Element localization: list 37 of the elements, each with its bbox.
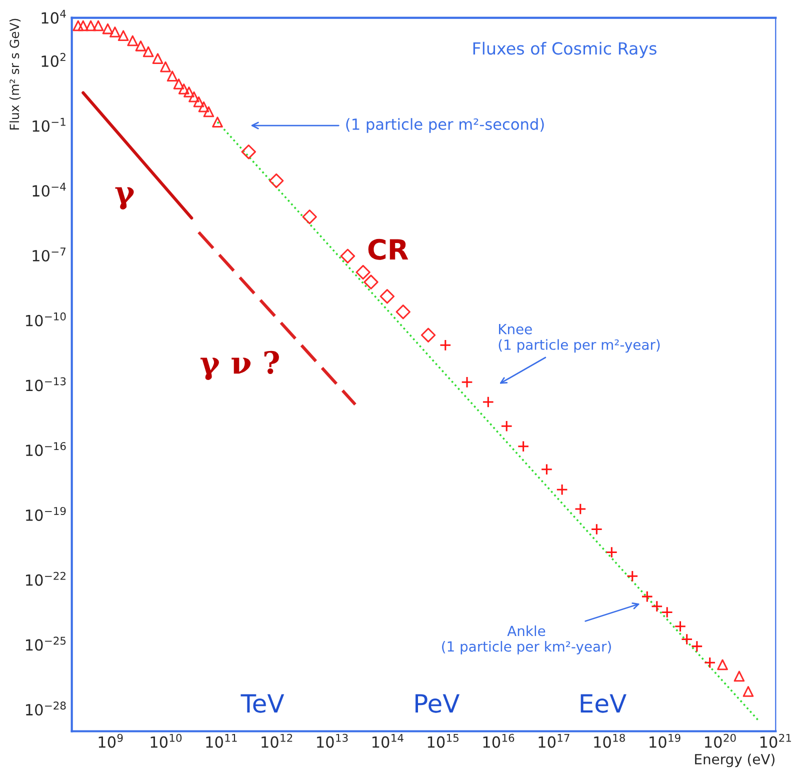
annotation: EeV: [580, 694, 626, 713]
annotation: (1 particle per m²-second): [346, 118, 544, 133]
y-tick-label: 10$^{2}$: [42, 52, 66, 67]
x-tick-label: 10$^{9}$: [98, 734, 123, 748]
y-axis-title: Flux (m² sr s GeV): [9, 18, 21, 130]
x-tick-label: 10$^{18}$: [594, 734, 625, 748]
annotation: γ: [115, 187, 134, 210]
text: Fluxes of Cosmic Rays: [473, 42, 656, 58]
x-tick-label: 10$^{17}$: [538, 734, 570, 748]
x-tick-label: 10$^{11}$: [206, 734, 237, 748]
y-tick-label: 10$^{−7}$: [32, 248, 66, 262]
y-tick-label: 10$^{−10}$: [26, 312, 66, 326]
y-tick-label: 10$^{−22}$: [26, 572, 66, 586]
x-axis-title: Energy (eV): [695, 754, 774, 768]
annotation: PeV: [416, 694, 460, 713]
y-tick-label: 10$^{−25}$: [26, 636, 66, 651]
x-tick-label: 10$^{21}$: [760, 734, 791, 748]
annotation: Ankle (1 particle per km²-year): [442, 625, 611, 654]
y-tick-label: 10$^{−16}$: [26, 442, 66, 456]
annotation: Knee (1 particle per m²-year): [498, 324, 660, 353]
x-tick-label: 10$^{13}$: [317, 734, 348, 748]
x-tick-label: 10$^{14}$: [372, 734, 404, 748]
y-tick-label: 10$^{−4}$: [32, 182, 66, 197]
y-tick-label: 10$^{−19}$: [26, 506, 66, 521]
x-tick-label: 10$^{15}$: [428, 734, 458, 748]
annotation: γ ν ?: [200, 350, 279, 380]
y-tick-label: 10$^{−28}$: [26, 702, 66, 716]
x-tick-label: 10$^{20}$: [705, 734, 736, 748]
x-tick-label: 10$^{16}$: [483, 734, 514, 748]
y-tick-label: 10$^{−13}$: [26, 377, 66, 392]
annotation: CR: [368, 238, 408, 260]
annotation: TeV: [240, 694, 284, 713]
x-tick-label: 10$^{19}$: [650, 734, 680, 748]
y-tick-label: 10$^{−1}$: [32, 118, 66, 132]
y-tick-label: 10$^{4}$: [42, 10, 66, 24]
x-tick-label: 10$^{10}$: [150, 734, 182, 748]
x-tick-label: 10$^{12}$: [262, 734, 292, 748]
